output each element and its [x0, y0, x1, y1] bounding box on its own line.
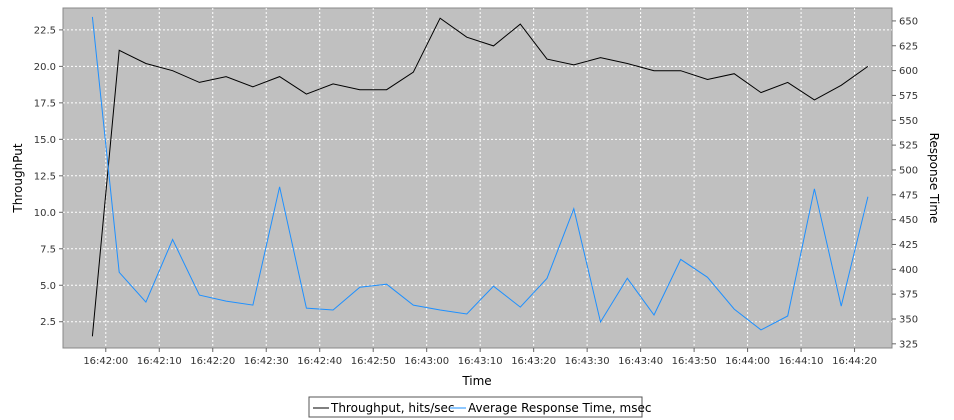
x-tick-label: 16:42:40 [297, 356, 342, 367]
left-axis-title: ThroughPut [11, 143, 25, 213]
right-axis-ticks: 325 350 375 400 425 450 475 500 525 550 575 600 625 6… [892, 16, 918, 350]
x-tick-label: 16:42:30 [244, 356, 289, 367]
legend-label-throughput: Throughput, hits/sec [330, 401, 455, 415]
plot-area [62, 7, 893, 349]
x-axis-ticks: 16:42:00 16:42:10 16:42:20 16:42:30 16:42:40… [83, 348, 877, 367]
left-tick-label: 12.5 [34, 171, 56, 182]
left-tick-label: 5.0 [40, 281, 56, 292]
x-tick-label: 16:44:00 [725, 356, 770, 367]
right-tick-label: 350 [899, 314, 918, 325]
left-tick-label: 10.0 [34, 208, 56, 219]
left-tick-label: 7.5 [40, 244, 56, 255]
right-tick-label: 600 [899, 66, 918, 77]
left-tick-label: 22.5 [34, 25, 56, 36]
x-tick-label: 16:42:00 [83, 356, 128, 367]
x-tick-label: 16:43:30 [565, 356, 610, 367]
x-tick-label: 16:42:50 [351, 356, 396, 367]
x-tick-label: 16:43:20 [511, 356, 556, 367]
right-tick-label: 325 [899, 339, 918, 350]
left-tick-label: 20.0 [34, 62, 56, 73]
x-tick-label: 16:43:50 [672, 356, 717, 367]
left-tick-label: 17.5 [34, 98, 56, 109]
right-tick-label: 625 [899, 41, 918, 52]
series-line-throughput [91, 17, 869, 337]
grid-lines [63, 8, 892, 348]
left-tick-label: 2.5 [40, 317, 56, 328]
right-tick-label: 575 [899, 91, 918, 102]
x-tick-label: 16:43:10 [458, 356, 503, 367]
right-tick-label: 475 [899, 190, 918, 201]
series-lines [91, 16, 869, 337]
x-axis-title: Time [461, 374, 491, 388]
x-tick-label: 16:44:20 [832, 356, 877, 367]
right-tick-label: 425 [899, 240, 918, 251]
right-tick-label: 650 [899, 16, 918, 27]
x-tick-label: 16:43:00 [404, 356, 449, 367]
left-axis-ticks: 2.5 5.0 7.5 10.0 12.5 15.0 17.5 20.0 22.5 [34, 25, 63, 328]
x-tick-label: 16:44:10 [779, 356, 824, 367]
x-tick-label: 16:42:20 [190, 356, 235, 367]
legend-label-response-time: Average Response Time, msec [468, 401, 651, 415]
x-tick-label: 16:43:40 [618, 356, 663, 367]
right-axis-title: Response Time [927, 133, 941, 224]
right-tick-label: 525 [899, 141, 918, 152]
right-tick-label: 550 [899, 116, 918, 127]
right-tick-label: 375 [899, 290, 918, 301]
legend: Throughput, hits/sec Average Response Ti… [308, 396, 651, 418]
right-tick-label: 450 [899, 215, 918, 226]
left-tick-label: 15.0 [34, 135, 56, 146]
legend-box [308, 396, 643, 418]
x-tick-label: 16:42:10 [137, 356, 182, 367]
series-line-response-time [91, 16, 869, 331]
right-tick-label: 500 [899, 165, 918, 176]
right-tick-label: 400 [899, 265, 918, 276]
